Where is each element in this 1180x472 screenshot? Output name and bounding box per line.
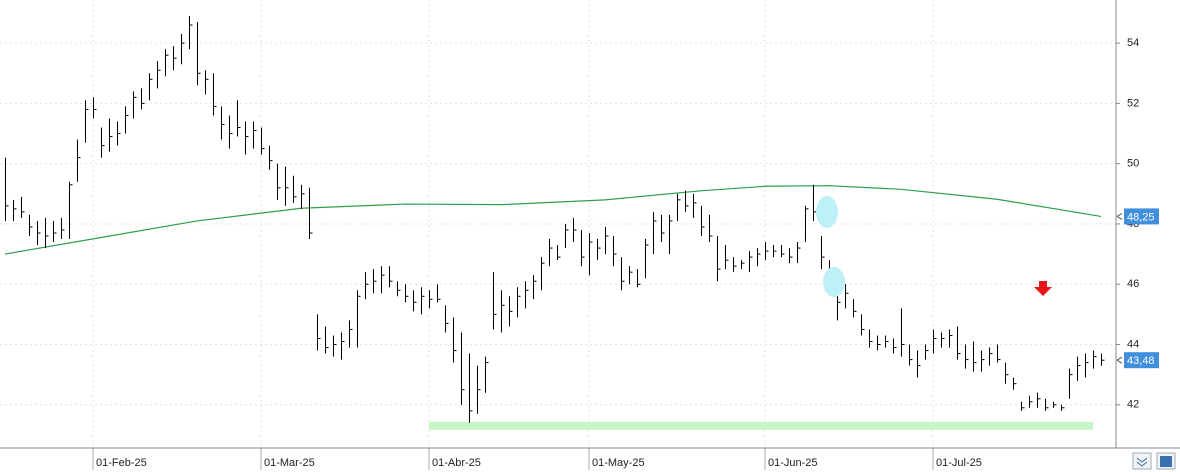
down-arrow: [1034, 281, 1052, 296]
price-tag: [1124, 208, 1159, 225]
y-tick-label: 42: [1127, 399, 1139, 411]
price-tag-label: 43,48: [1127, 355, 1155, 367]
x-tick-label: 01-Feb-25: [96, 457, 147, 469]
y-tick-label: 52: [1127, 97, 1139, 109]
x-tick-label: 01-Jun-25: [768, 457, 818, 469]
x-tick-label: 01-Mar-25: [264, 457, 315, 469]
zoom-button[interactable]: [1132, 452, 1152, 470]
y-tick-label: 46: [1127, 278, 1139, 290]
price-tag-pointer: [1116, 356, 1123, 364]
y-tick-label: 54: [1127, 37, 1139, 49]
y-tick-label: 50: [1127, 158, 1139, 170]
y-tick-label: 44: [1127, 338, 1139, 350]
zoom-icon: [1136, 457, 1148, 467]
price-tag: [1124, 352, 1159, 369]
support-band: [429, 421, 1093, 430]
x-tick-label: 01-May-25: [592, 457, 645, 469]
price-tag-label: 48,25: [1127, 211, 1155, 223]
save-icon: [1160, 456, 1172, 467]
plot: 4244464850525401-Feb-2501-Mar-2501-Abr-2…: [0, 0, 1139, 470]
x-tick-label: 01-Abr-25: [432, 457, 481, 469]
x-tick-label: 01-Jul-25: [936, 457, 982, 469]
highlight: [816, 196, 838, 228]
price-tag-pointer: [1116, 212, 1123, 220]
highlight: [823, 267, 845, 297]
moving-average: [4, 185, 1102, 255]
